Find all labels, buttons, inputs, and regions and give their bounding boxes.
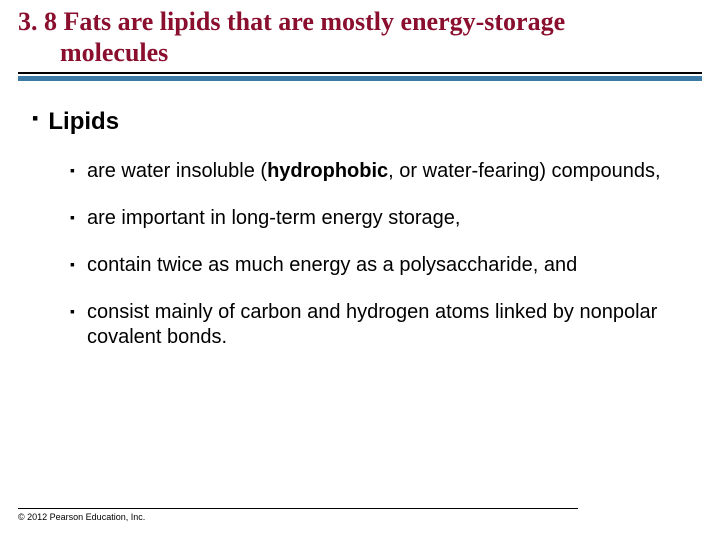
bullet-icon: ▪	[70, 159, 75, 181]
bullet-text: consist mainly of carbon and hydrogen at…	[87, 300, 688, 350]
bullet-icon: ▪	[70, 206, 75, 228]
list-item: ▪ are important in long-term energy stor…	[70, 206, 688, 231]
title-line2: molecules	[18, 37, 702, 68]
list-item: ▪ contain twice as much energy as a poly…	[70, 253, 688, 278]
bullet-icon: ▪	[70, 253, 75, 275]
heading-text: Lipids	[48, 107, 119, 137]
slide-title-block: 3. 8 Fats are lipids that are mostly ene…	[0, 0, 720, 81]
heading-row: ▪ Lipids	[32, 107, 688, 137]
slide-title: 3. 8 Fats are lipids that are mostly ene…	[18, 6, 702, 68]
title-line1: 3. 8 Fats are lipids that are mostly ene…	[18, 6, 702, 37]
bullet-text: are important in long-term energy storag…	[87, 206, 461, 231]
content-area: ▪ Lipids ▪ are water insoluble (hydropho…	[0, 81, 720, 350]
bullet-text: contain twice as much energy as a polysa…	[87, 253, 577, 278]
bullet-icon: ▪	[70, 300, 75, 322]
bullet-text: are water insoluble (hydrophobic, or wat…	[87, 159, 661, 184]
list-item: ▪ are water insoluble (hydrophobic, or w…	[70, 159, 688, 184]
title-underline	[18, 72, 702, 74]
footer-divider	[18, 508, 578, 509]
heading-bullet-icon: ▪	[32, 107, 38, 130]
copyright-text: © 2012 Pearson Education, Inc.	[18, 512, 578, 522]
bullet-list: ▪ are water insoluble (hydrophobic, or w…	[32, 159, 688, 350]
list-item: ▪ consist mainly of carbon and hydrogen …	[70, 300, 688, 350]
footer: © 2012 Pearson Education, Inc.	[18, 508, 578, 522]
